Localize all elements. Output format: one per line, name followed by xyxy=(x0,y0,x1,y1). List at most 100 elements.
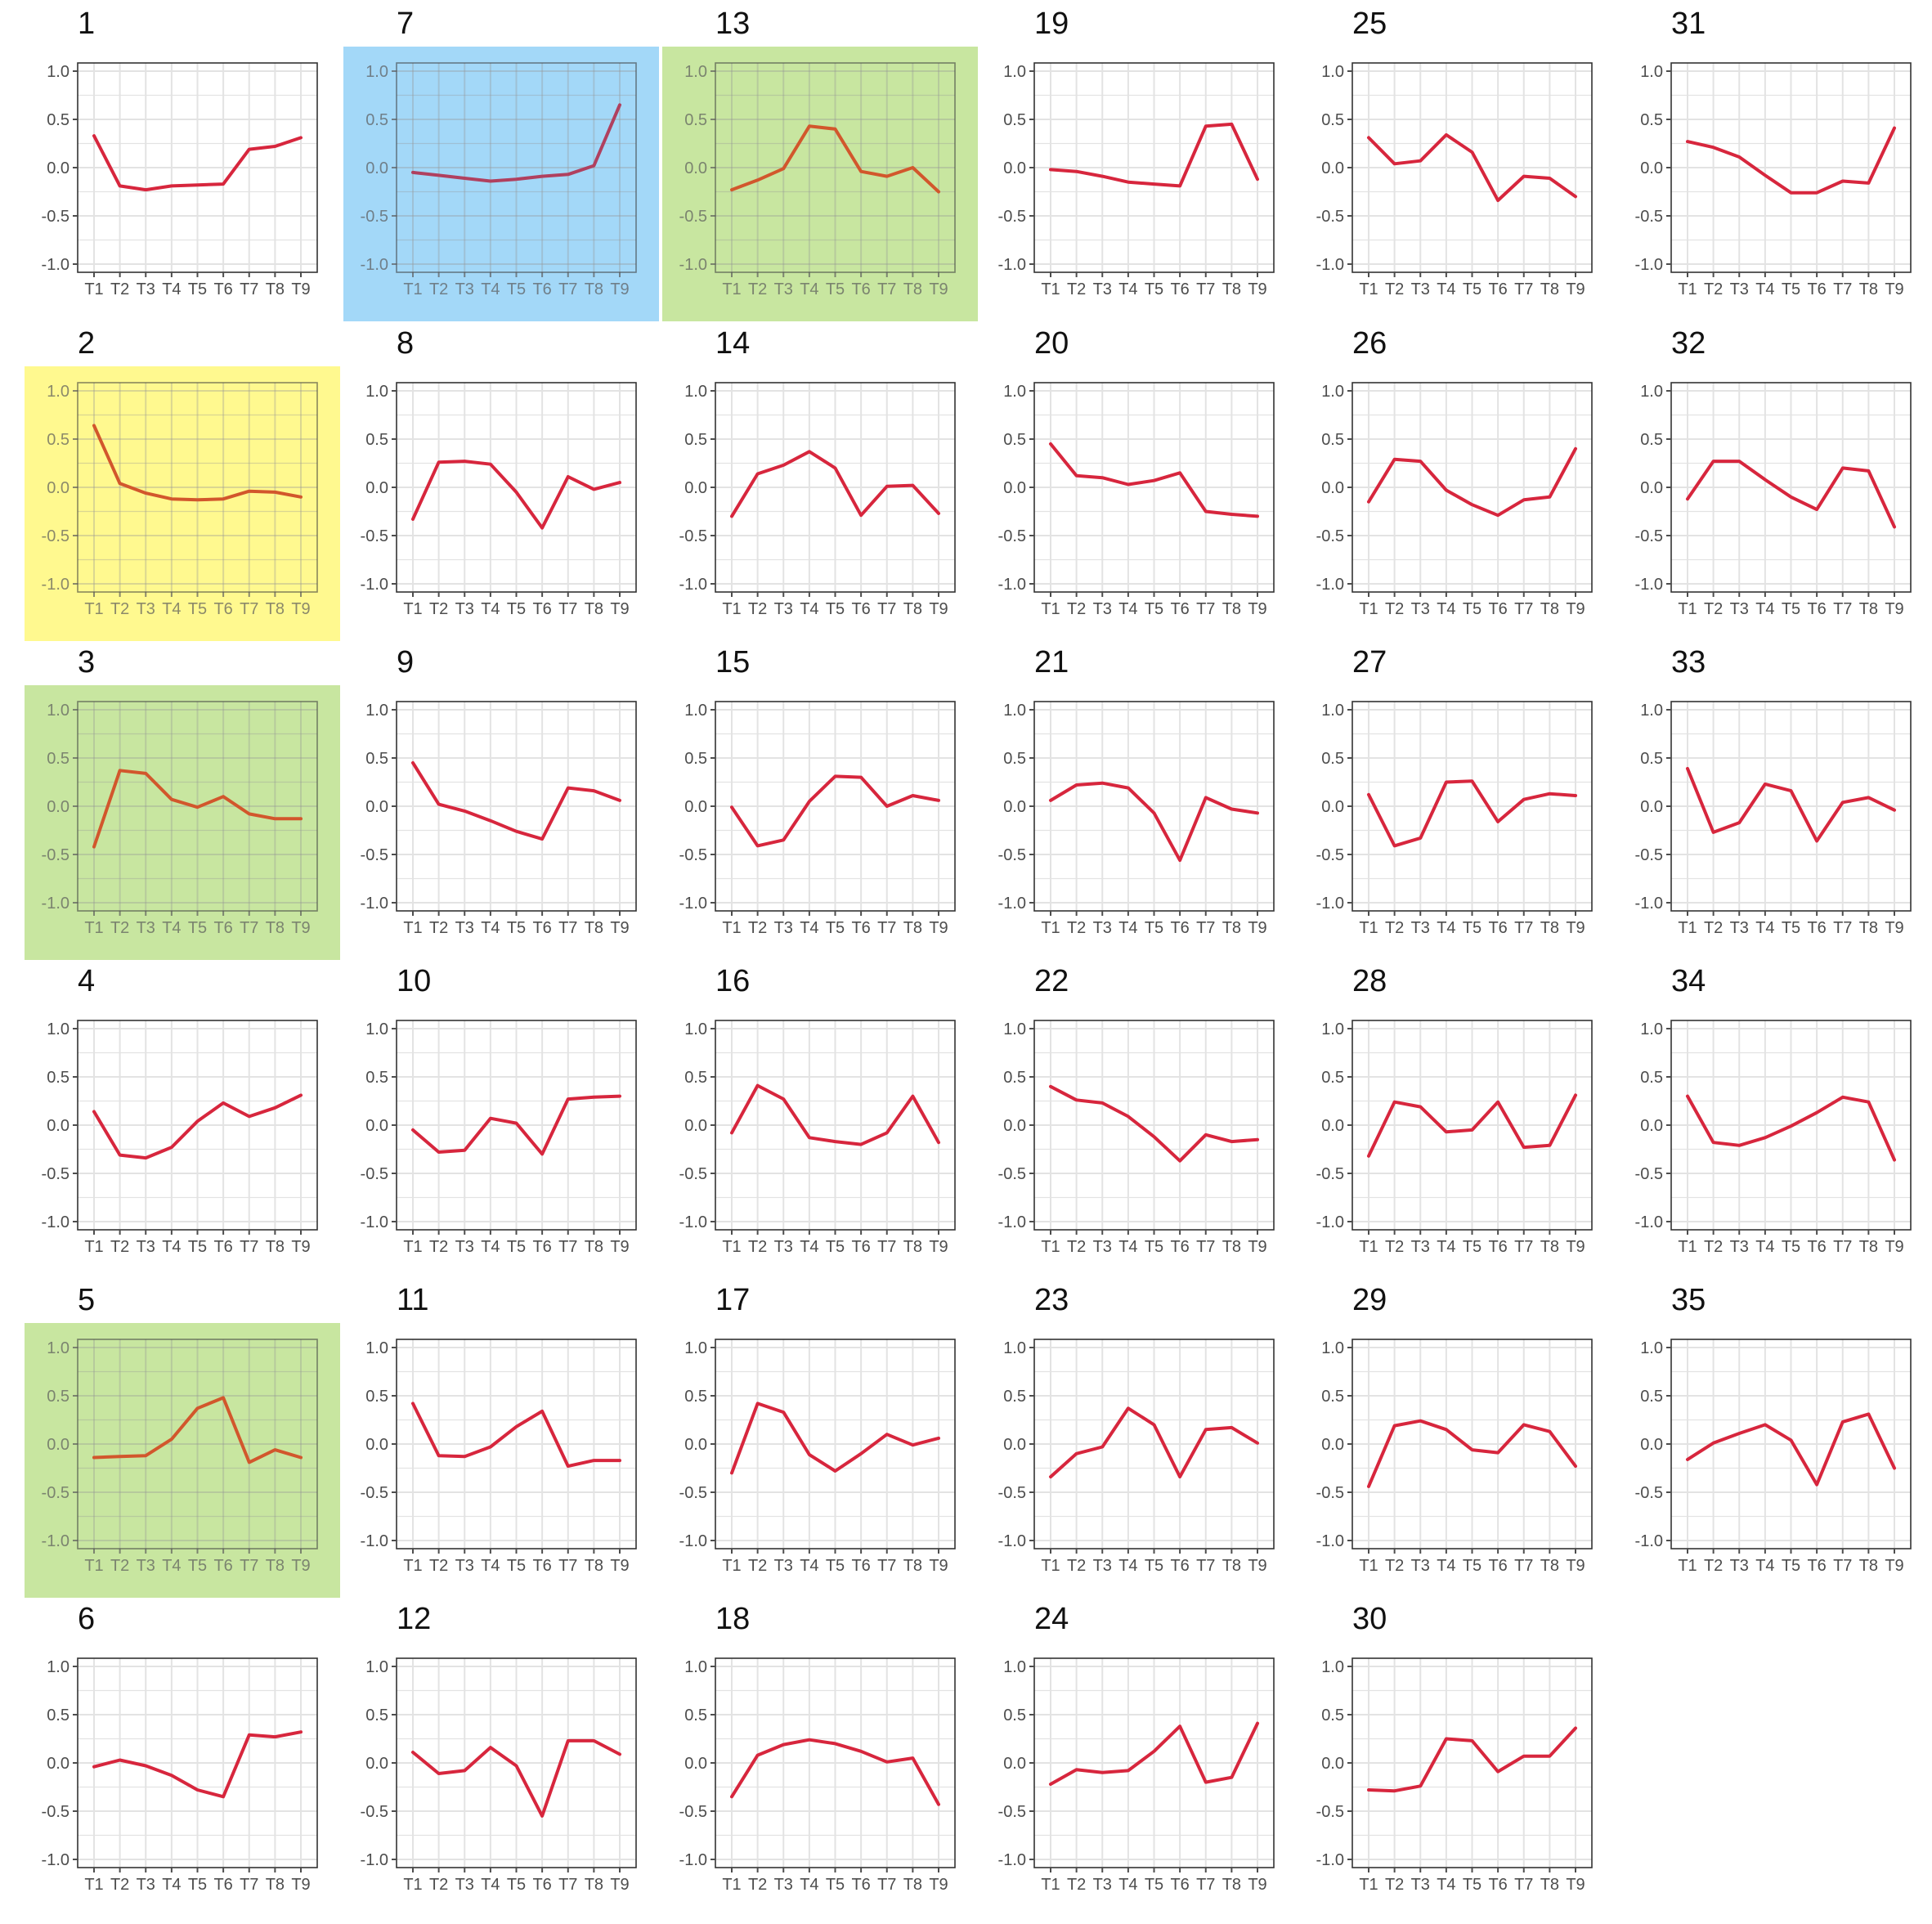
data-point xyxy=(1574,1093,1577,1097)
x-tick-label: T7 xyxy=(240,600,258,618)
y-tick-label: -0.5 xyxy=(361,1484,388,1502)
data-point xyxy=(1419,836,1422,840)
y-tick-label: 1.0 xyxy=(47,63,69,81)
x-tick-label: T9 xyxy=(610,280,629,298)
x-tick-label: T1 xyxy=(722,280,741,298)
data-point xyxy=(730,514,733,518)
series-line xyxy=(1686,1094,1896,1162)
x-tick-label: T6 xyxy=(1488,1876,1507,1894)
x-tick-label: T3 xyxy=(1730,919,1749,937)
data-point xyxy=(1548,177,1551,180)
x-tick-label: T7 xyxy=(1514,1238,1533,1256)
series-line xyxy=(730,774,940,848)
y-tick-label: -1.0 xyxy=(998,576,1026,594)
data-point xyxy=(515,177,518,181)
data-point xyxy=(1574,195,1577,198)
x-tick-label: T1 xyxy=(1359,600,1378,618)
panel-title: 5 xyxy=(78,1283,96,1317)
series-line xyxy=(1686,126,1896,195)
data-point xyxy=(299,136,303,139)
data-point xyxy=(248,1114,251,1118)
x-tick-label: T6 xyxy=(1170,1876,1189,1894)
data-point xyxy=(1204,1133,1208,1137)
y-tick-label: 1.0 xyxy=(1003,702,1026,720)
data-point xyxy=(1496,199,1499,202)
data-point xyxy=(756,1402,760,1405)
y-tick-label: 0.0 xyxy=(684,1117,707,1135)
series-line xyxy=(1686,767,1896,843)
data-point xyxy=(144,772,147,775)
panel-plot: 1.0 0.5 0.0 -0.5 -1.0 T1 T2 T3 T4 T5 T6 T7 T8 T9 xyxy=(42,1657,318,1894)
y-tick-label: 0.0 xyxy=(1003,159,1026,177)
panel-6: 6 1.0 0.5 0.0 -0.5 -1.0 T1 T2 T3 T4 T5 T6 T7 T8 T9 xyxy=(0,1595,321,1916)
y-tick-label: 0.5 xyxy=(1640,1069,1663,1087)
x-tick-label: T9 xyxy=(1566,1557,1585,1575)
y-tick-label: 0.0 xyxy=(1321,798,1344,816)
y-tick-label: 1.0 xyxy=(1003,1339,1026,1357)
y-tick-label: -0.5 xyxy=(1316,1165,1344,1183)
panel-title: 9 xyxy=(397,645,415,679)
series-line xyxy=(92,134,303,192)
x-tick-label: T2 xyxy=(110,919,129,937)
x-tick-label: T4 xyxy=(162,1238,181,1256)
data-point xyxy=(1230,513,1233,516)
data-point xyxy=(1100,1771,1104,1774)
data-point xyxy=(834,1140,837,1143)
y-tick-label: -1.0 xyxy=(361,256,388,274)
data-point xyxy=(1049,442,1052,446)
panel-16: 16 1.0 0.5 0.0 -0.5 -1.0 T1 T2 T3 T4 T5 T6 T7 T8 T9 xyxy=(638,958,958,1278)
x-tick-label: T6 xyxy=(1170,1557,1189,1575)
x-tick-label: T8 xyxy=(903,1238,922,1256)
panel-plot: 1.0 0.5 0.0 -0.5 -1.0 T1 T2 T3 T4 T5 T6 T7 T8 T9 xyxy=(1316,62,1593,298)
y-tick-label: 0.5 xyxy=(47,1706,69,1724)
data-point xyxy=(1841,801,1845,804)
x-tick-label: T4 xyxy=(481,1557,500,1575)
x-tick-label: T9 xyxy=(929,600,948,618)
data-point xyxy=(1867,1412,1870,1415)
y-tick-label: -1.0 xyxy=(679,256,707,274)
y-tick-label: 1.0 xyxy=(684,702,707,720)
y-tick-label: -1.0 xyxy=(42,576,69,594)
x-tick-label: T2 xyxy=(748,919,767,937)
data-point xyxy=(567,1464,570,1468)
panel-32: 32 1.0 0.5 0.0 -0.5 -1.0 T1 T2 T3 T4 T5 T6 T7 T8 T9 xyxy=(1594,320,1914,640)
panel-plot: 1.0 0.5 0.0 -0.5 -1.0 T1 T2 T3 T4 T5 T6 T7 T8 T9 xyxy=(42,701,318,937)
data-point xyxy=(937,1803,940,1806)
y-tick-label: -1.0 xyxy=(361,1532,388,1550)
data-point xyxy=(119,1758,122,1761)
data-point xyxy=(1230,1426,1233,1429)
series-line xyxy=(730,124,940,194)
data-point xyxy=(808,124,811,128)
x-tick-label: T7 xyxy=(1833,1557,1852,1575)
y-tick-label: -1.0 xyxy=(679,895,707,913)
data-point xyxy=(1815,191,1818,195)
data-point xyxy=(1049,168,1052,171)
data-point xyxy=(1737,821,1741,824)
x-tick-label: T5 xyxy=(1145,919,1163,937)
data-point xyxy=(859,170,863,173)
x-tick-label: T6 xyxy=(213,1876,232,1894)
data-point xyxy=(1367,136,1370,139)
y-tick-label: 1.0 xyxy=(47,1658,69,1676)
data-point xyxy=(1204,124,1208,128)
y-tick-label: -0.5 xyxy=(42,527,69,545)
x-tick-label: T7 xyxy=(1196,600,1215,618)
panel-plot: 1.0 0.5 0.0 -0.5 -1.0 T1 T2 T3 T4 T5 T6 T7 T8 T9 xyxy=(998,1020,1275,1256)
y-tick-label: 0.5 xyxy=(1003,1706,1026,1724)
x-tick-label: T3 xyxy=(774,1238,793,1256)
panel-34: 34 1.0 0.5 0.0 -0.5 -1.0 T1 T2 T3 T4 T5 T6 T7 T8 T9 xyxy=(1594,958,1914,1278)
data-point xyxy=(1737,460,1741,463)
y-tick-label: -1.0 xyxy=(1635,1532,1663,1550)
x-tick-label: T9 xyxy=(929,919,948,937)
panel-title: 18 xyxy=(715,1602,751,1636)
series-line xyxy=(92,769,303,849)
x-tick-label: T4 xyxy=(800,919,818,937)
data-point xyxy=(567,173,570,176)
x-tick-label: T4 xyxy=(481,1876,500,1894)
x-tick-label: T9 xyxy=(929,1238,948,1256)
data-point xyxy=(1496,820,1499,823)
x-tick-label: T9 xyxy=(929,1557,948,1575)
x-tick-label: T7 xyxy=(1833,1238,1852,1256)
data-point xyxy=(1153,1750,1156,1753)
y-tick-label: -0.5 xyxy=(998,1803,1026,1821)
